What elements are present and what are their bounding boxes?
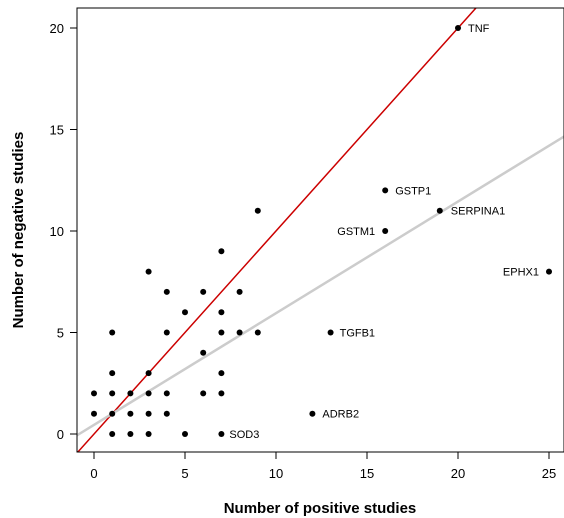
x-tick-label: 20 — [451, 466, 465, 481]
y-axis: 0 5 10 15 20 — [50, 21, 77, 442]
data-point — [546, 268, 552, 275]
x-tick-label: 5 — [181, 466, 188, 481]
point-label: TNF — [468, 23, 490, 35]
data-point — [163, 329, 170, 336]
data-point — [218, 370, 225, 377]
point-label: SERPINA1 — [451, 206, 505, 218]
data-point — [109, 410, 116, 417]
point-label: EPHX1 — [503, 267, 539, 279]
data-point — [145, 370, 152, 377]
data-point — [109, 329, 116, 336]
data-point — [236, 288, 243, 295]
data-point — [127, 410, 134, 417]
data-point — [382, 228, 389, 234]
y-tick-label: 10 — [50, 224, 64, 239]
y-tick-label: 5 — [57, 326, 64, 341]
data-point — [236, 329, 243, 336]
x-tick-label: 0 — [90, 466, 97, 481]
data-point — [91, 410, 97, 417]
data-point — [218, 431, 225, 437]
data-point — [327, 329, 334, 336]
x-axis-title: Number of positive studies — [224, 500, 417, 517]
data-point — [91, 390, 97, 397]
data-point — [218, 329, 225, 336]
data-point — [145, 410, 152, 417]
data-point — [200, 349, 207, 356]
data-point — [436, 207, 443, 214]
data-point — [254, 329, 261, 336]
y-axis-title: Number of negative studies — [10, 132, 27, 329]
data-point — [218, 248, 225, 255]
y-tick-label: 0 — [57, 427, 64, 442]
data-point — [127, 390, 134, 397]
data-point — [309, 410, 316, 417]
data-point — [254, 207, 261, 214]
data-point — [109, 431, 116, 437]
point-label: GSTP1 — [395, 185, 431, 197]
data-point — [145, 431, 152, 437]
point-label: TGFB1 — [340, 328, 375, 340]
data-point — [200, 390, 207, 397]
point-label: SOD3 — [229, 429, 259, 441]
x-tick-label: 10 — [269, 466, 283, 481]
data-point — [200, 288, 207, 295]
data-point — [145, 268, 152, 275]
identity-line — [77, 8, 477, 452]
data-point — [163, 288, 170, 295]
data-point — [127, 431, 134, 437]
data-point — [182, 431, 188, 437]
point-label: ADRB2 — [322, 409, 359, 421]
x-axis: 0 5 10 15 20 25 — [90, 452, 556, 481]
point-label: GSTM1 — [337, 226, 375, 238]
x-tick-label: 15 — [360, 466, 374, 481]
x-tick-label: 25 — [542, 466, 556, 481]
data-point — [218, 309, 225, 316]
data-point — [182, 309, 188, 316]
data-point — [382, 187, 389, 194]
data-point — [145, 390, 152, 397]
y-tick-label: 15 — [50, 123, 64, 138]
data-point — [109, 370, 116, 377]
fit-line — [77, 135, 564, 437]
plot-frame — [76, 7, 564, 453]
data-point — [109, 390, 116, 397]
data-point — [455, 25, 461, 31]
data-point — [218, 390, 225, 397]
data-point — [163, 410, 170, 417]
y-tick-label: 20 — [50, 21, 64, 36]
data-point — [163, 390, 170, 397]
